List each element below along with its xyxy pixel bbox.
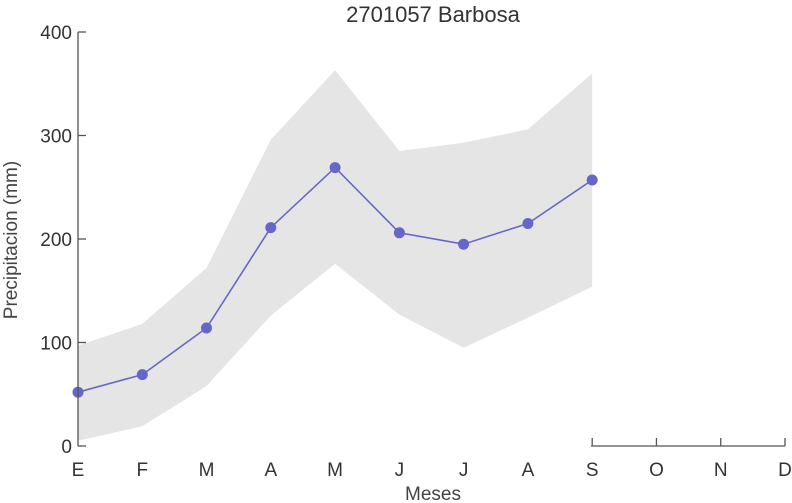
data-point-6 — [393, 227, 405, 239]
x-tick-label: O — [649, 460, 664, 481]
x-tick-label: A — [522, 460, 535, 481]
x-tick-label: M — [199, 460, 215, 481]
range-band — [78, 70, 593, 441]
y-axis-ticks: 0 100 200 300 400 — [40, 23, 86, 458]
y-tick-label: 100 — [40, 334, 72, 355]
x-tick-label: M — [327, 460, 343, 481]
band-layer — [78, 70, 593, 441]
data-point-2 — [136, 369, 148, 381]
y-tick-label: 0 — [61, 437, 72, 458]
y-tick-label: 400 — [40, 23, 72, 44]
data-point-3 — [201, 322, 212, 334]
x-tick-label: N — [714, 460, 728, 481]
y-tick-label: 300 — [40, 127, 72, 148]
x-tick-label: J — [459, 460, 469, 481]
x-tick-label: J — [395, 460, 405, 481]
data-point-9 — [586, 174, 598, 186]
x-tick-label: D — [778, 460, 792, 481]
data-point-5 — [329, 162, 341, 174]
x-tick-label: E — [72, 460, 85, 481]
data-point-4 — [265, 222, 277, 234]
series-layer — [72, 162, 598, 398]
data-point-7 — [458, 238, 470, 250]
chart-title: 2701057 Barbosa — [346, 2, 520, 27]
x-axis-label: Meses — [405, 484, 461, 503]
x-tick-label: A — [264, 460, 277, 481]
x-tick-label: F — [136, 460, 148, 481]
x-tick-label: S — [586, 460, 599, 481]
y-axis-label: Precipitacion (mm) — [1, 161, 22, 319]
y-tick-label: 200 — [40, 230, 72, 251]
data-point-8 — [522, 218, 534, 229]
